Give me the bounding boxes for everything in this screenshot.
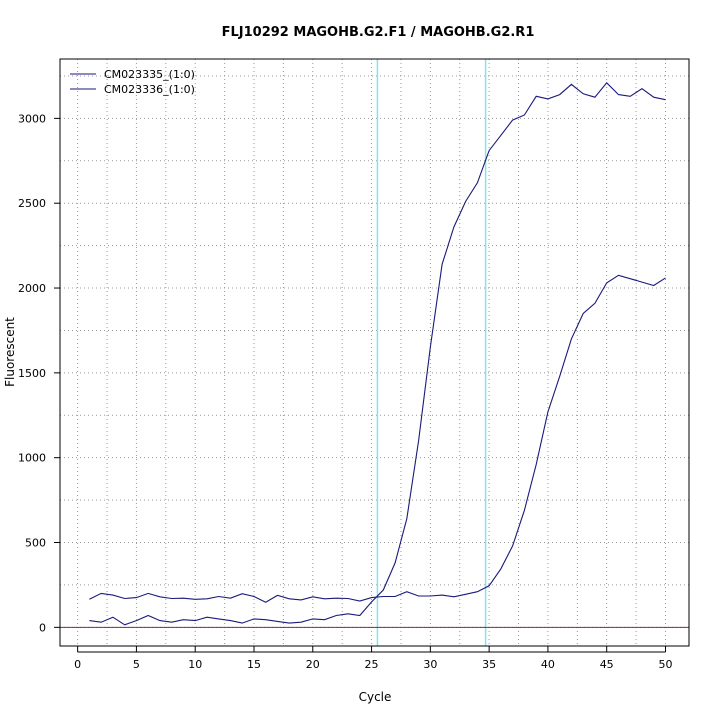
legend: CM023335_(1:0) CM023336_(1:0)	[70, 68, 195, 96]
y-tick-label: 2500	[18, 197, 46, 210]
plot-frame	[59, 58, 690, 647]
x-tick-label: 50	[658, 658, 672, 671]
y-tick-label: 3000	[18, 112, 46, 125]
axes: 0 5 10 15 20 25 30 35 40 45 5005001000150020002500…	[18, 112, 672, 671]
x-tick-label: 15	[247, 658, 261, 671]
x-tick-label: 45	[600, 658, 614, 671]
x-tick-label: 5	[133, 658, 140, 671]
x-tick-label: 35	[482, 658, 496, 671]
y-tick-label: 2000	[18, 282, 46, 295]
y-tick-label: 500	[25, 537, 46, 550]
y-tick-label: 1500	[18, 367, 46, 380]
x-tick-label: 20	[306, 658, 320, 671]
x-tick-label: 0	[74, 658, 81, 671]
legend-label: CM023335_(1:0)	[104, 68, 195, 81]
series-line-1	[89, 274, 666, 603]
x-axis-title: Cycle	[359, 690, 392, 704]
legend-label: CM023336_(1:0)	[104, 83, 195, 96]
chart-title: FLJ10292 MAGOHB.G2.F1 / MAGOHB.G2.R1	[222, 25, 535, 40]
y-axis-title: Fluorescent	[3, 317, 17, 387]
x-tick-label: 30	[423, 658, 437, 671]
y-tick-label: 1000	[18, 452, 46, 465]
x-tick-label: 10	[188, 658, 202, 671]
series-line-2	[89, 81, 666, 626]
y-tick-label: 0	[39, 621, 46, 634]
x-tick-label: 25	[365, 658, 379, 671]
threshold-lines	[376, 59, 487, 646]
grid-lines	[60, 59, 689, 646]
series-lines	[89, 81, 666, 626]
x-tick-label: 40	[541, 658, 555, 671]
